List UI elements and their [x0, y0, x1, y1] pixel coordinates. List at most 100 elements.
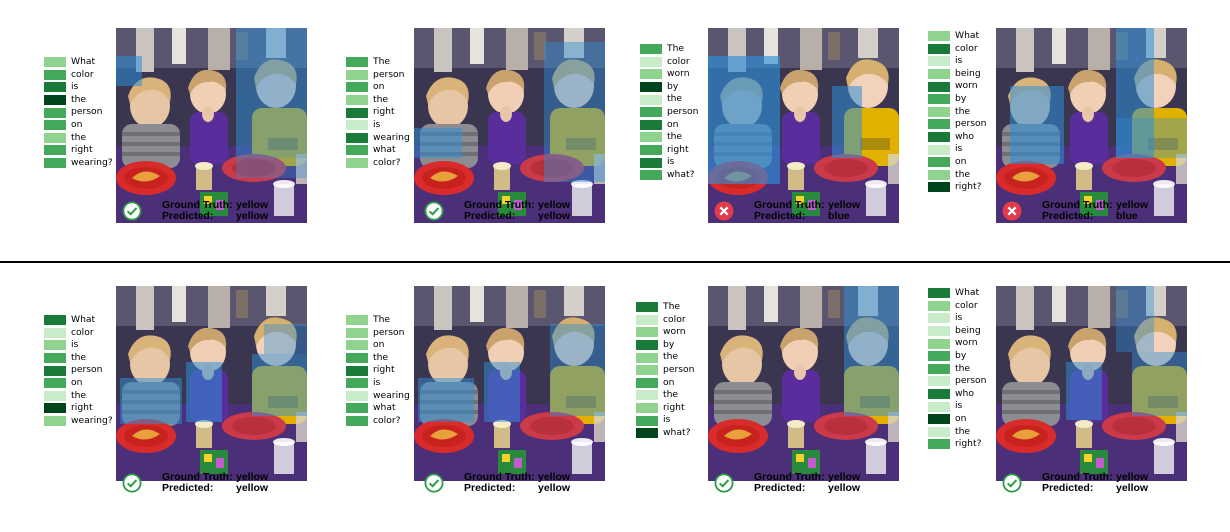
- scene-illustration: [708, 286, 899, 481]
- question-word-row: color: [636, 314, 720, 327]
- attention-swatch: [44, 403, 66, 414]
- attention-swatch: [346, 390, 368, 401]
- question-word: right: [667, 143, 689, 155]
- scene-illustration: [116, 286, 307, 481]
- question-word-row: person: [346, 327, 430, 340]
- attention-swatch: [44, 57, 66, 68]
- question-word-row: color?: [346, 415, 430, 428]
- ground-truth-value: yellow: [828, 198, 861, 211]
- attention-swatch: [928, 439, 950, 450]
- question-word: what: [373, 402, 396, 414]
- attention-swatch: [346, 327, 368, 338]
- predicted-label: Predicted:: [162, 210, 214, 222]
- question-word: The: [373, 56, 391, 67]
- attention-swatch: [928, 43, 950, 54]
- question-word: by: [663, 338, 675, 350]
- attention-swatch: [636, 390, 658, 401]
- question-word-row: is: [636, 414, 720, 427]
- question-word-row: on: [346, 81, 430, 94]
- attention-swatch: [346, 353, 368, 364]
- question-word: color: [667, 55, 690, 67]
- prediction-result: Ground Truth: yellow Predicted: yellow: [1002, 470, 1148, 496]
- question-word: color: [663, 313, 686, 325]
- attention-swatch: [928, 144, 950, 155]
- attention-swatch: [640, 145, 662, 156]
- panel-1-0: What color is the person on the right we…: [40, 272, 335, 532]
- question-word: the: [955, 362, 971, 374]
- ground-truth-label: Ground Truth:: [754, 198, 825, 211]
- scene-photo: [116, 28, 307, 223]
- question-word: color: [71, 68, 94, 80]
- question-word-row: person: [928, 118, 1012, 131]
- scene-photo: [996, 286, 1187, 481]
- scene-photo: [996, 28, 1187, 223]
- panel-1-2: The color worn by the person on the righ…: [636, 272, 931, 532]
- question-word-row: the: [636, 351, 720, 364]
- attention-swatch: [44, 315, 66, 326]
- question-word: What: [71, 314, 96, 325]
- question-word: is: [373, 376, 381, 388]
- attention-swatch: [346, 69, 368, 80]
- question-word: the: [373, 351, 389, 363]
- attention-swatch: [44, 120, 66, 131]
- attention-swatch: [44, 353, 66, 364]
- question-word: who: [955, 130, 974, 142]
- question-word-row: the: [44, 132, 128, 145]
- question-word-row: the: [636, 389, 720, 402]
- question-word: person: [373, 68, 405, 80]
- question-word: color: [955, 299, 978, 311]
- question-word-row: on: [928, 413, 1012, 426]
- question-word-row: color: [44, 327, 128, 340]
- question-word: wearing?: [71, 156, 113, 168]
- question-word-row: What: [44, 314, 128, 327]
- attention-swatch: [346, 365, 368, 376]
- question-word: on: [373, 339, 385, 351]
- question-word: color?: [373, 414, 401, 426]
- question-word-row: color: [928, 43, 1012, 56]
- attention-swatch: [640, 94, 662, 105]
- scene-photo: [414, 28, 605, 223]
- attention-swatch: [928, 182, 950, 193]
- attention-swatch: [44, 378, 66, 389]
- question-word: the: [667, 131, 683, 143]
- predicted-label: Predicted:: [754, 482, 806, 494]
- question-word-row: worn: [928, 80, 1012, 93]
- attention-swatch: [640, 170, 662, 181]
- question-word-row: person: [44, 364, 128, 377]
- ground-truth-label: Ground Truth:: [162, 470, 233, 483]
- predicted-label: Predicted:: [1042, 210, 1094, 222]
- question-word-row: worn: [640, 68, 724, 81]
- check-circle-icon: [122, 201, 142, 221]
- question-word: What: [71, 56, 96, 67]
- question-word-row: what?: [640, 169, 724, 182]
- question-word-row: what: [346, 402, 430, 415]
- question-words: The color worn by the person on the righ…: [640, 43, 724, 182]
- question-word: the: [71, 389, 87, 401]
- question-word-row: the: [928, 169, 1012, 182]
- predicted-value: yellow: [538, 482, 571, 494]
- question-word-row: by: [928, 350, 1012, 363]
- question-word: is: [373, 118, 381, 130]
- question-word-row: on: [640, 119, 724, 132]
- question-word: the: [71, 131, 87, 143]
- attention-swatch: [44, 95, 66, 106]
- attention-swatch: [44, 107, 66, 118]
- attention-swatch: [44, 327, 66, 338]
- question-word: the: [373, 93, 389, 105]
- question-word-row: is: [44, 81, 128, 94]
- attention-swatch: [928, 300, 950, 311]
- question-word-row: on: [44, 377, 128, 390]
- attention-swatch: [346, 158, 368, 169]
- question-word: on: [955, 412, 967, 424]
- question-word-row: being: [928, 325, 1012, 338]
- question-word-row: color: [640, 56, 724, 69]
- question-word-row: right?: [928, 181, 1012, 194]
- question-word-row: right: [44, 402, 128, 415]
- question-word-row: right?: [928, 438, 1012, 451]
- ground-truth-value: yellow: [236, 198, 269, 211]
- attention-swatch: [928, 119, 950, 130]
- attention-swatch: [44, 340, 66, 351]
- ground-truth-value: yellow: [1116, 198, 1149, 211]
- ground-truth-value: yellow: [538, 470, 571, 483]
- question-word-row: the: [928, 106, 1012, 119]
